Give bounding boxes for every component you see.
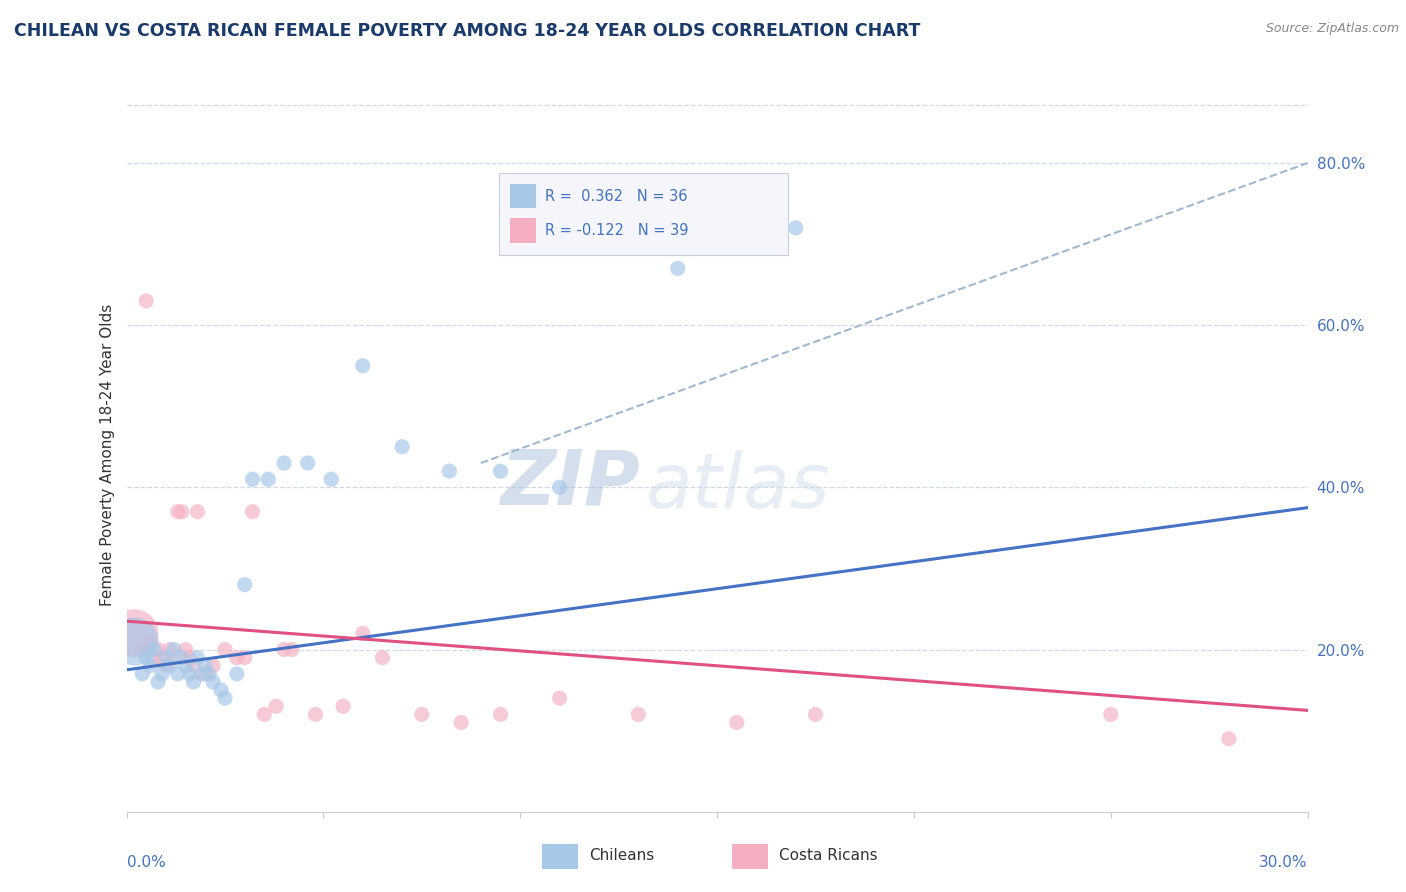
Text: Source: ZipAtlas.com: Source: ZipAtlas.com bbox=[1265, 22, 1399, 36]
Point bbox=[163, 650, 186, 665]
Bar bbox=[731, 844, 768, 870]
Point bbox=[1218, 731, 1240, 746]
Point bbox=[139, 658, 162, 673]
Point bbox=[135, 650, 157, 665]
Point bbox=[785, 220, 807, 235]
Point bbox=[194, 666, 217, 681]
Text: Costa Ricans: Costa Ricans bbox=[779, 848, 877, 863]
Point bbox=[273, 456, 295, 470]
Point bbox=[143, 650, 166, 665]
Point bbox=[666, 261, 689, 276]
Point bbox=[135, 293, 157, 308]
Point bbox=[186, 650, 208, 665]
Point bbox=[146, 642, 169, 657]
Point bbox=[124, 634, 146, 648]
Text: 30.0%: 30.0% bbox=[1260, 855, 1308, 870]
Point bbox=[174, 658, 197, 673]
Point bbox=[352, 359, 374, 373]
Point bbox=[273, 642, 295, 657]
Point bbox=[804, 707, 827, 722]
Point bbox=[166, 505, 188, 519]
Point bbox=[183, 658, 205, 673]
Point bbox=[242, 505, 264, 519]
Point bbox=[264, 699, 287, 714]
Point bbox=[1099, 707, 1122, 722]
Point bbox=[321, 472, 343, 486]
Point bbox=[166, 666, 188, 681]
Point bbox=[281, 642, 304, 657]
Point bbox=[202, 675, 225, 690]
Point bbox=[225, 650, 247, 665]
Point bbox=[242, 472, 264, 486]
Point bbox=[150, 650, 173, 665]
Point bbox=[174, 642, 197, 657]
Text: R =  0.362   N = 36: R = 0.362 N = 36 bbox=[546, 188, 688, 203]
Point bbox=[143, 642, 166, 657]
Point bbox=[194, 658, 217, 673]
Point bbox=[214, 691, 236, 706]
Text: atlas: atlas bbox=[647, 450, 831, 524]
Point bbox=[198, 666, 221, 681]
Point bbox=[627, 707, 650, 722]
Bar bbox=[510, 184, 536, 209]
Text: CHILEAN VS COSTA RICAN FEMALE POVERTY AMONG 18-24 YEAR OLDS CORRELATION CHART: CHILEAN VS COSTA RICAN FEMALE POVERTY AM… bbox=[14, 22, 921, 40]
Point bbox=[155, 650, 177, 665]
Point bbox=[179, 650, 201, 665]
Point bbox=[159, 642, 181, 657]
Point bbox=[411, 707, 433, 722]
Point bbox=[131, 666, 153, 681]
Point bbox=[725, 715, 748, 730]
Point bbox=[439, 464, 461, 478]
Point bbox=[146, 675, 169, 690]
Point bbox=[450, 715, 472, 730]
Text: R = -0.122   N = 39: R = -0.122 N = 39 bbox=[546, 223, 689, 238]
Text: Chileans: Chileans bbox=[589, 848, 654, 863]
Point bbox=[257, 472, 280, 486]
Point bbox=[202, 658, 225, 673]
Point bbox=[233, 650, 256, 665]
Point bbox=[391, 440, 413, 454]
Text: ZIP: ZIP bbox=[501, 447, 640, 520]
Point bbox=[489, 464, 512, 478]
Point bbox=[233, 577, 256, 591]
Point bbox=[297, 456, 319, 470]
Text: 0.0%: 0.0% bbox=[127, 855, 166, 870]
Point bbox=[548, 480, 571, 494]
Point bbox=[548, 691, 571, 706]
Point bbox=[139, 634, 162, 648]
Point bbox=[170, 650, 193, 665]
Point bbox=[253, 707, 276, 722]
Point bbox=[163, 642, 186, 657]
Point bbox=[131, 642, 153, 657]
Point bbox=[150, 666, 173, 681]
Point bbox=[332, 699, 354, 714]
Bar bbox=[510, 219, 536, 243]
Bar bbox=[541, 844, 578, 870]
Point bbox=[183, 675, 205, 690]
Point bbox=[170, 505, 193, 519]
Point bbox=[214, 642, 236, 657]
Point bbox=[489, 707, 512, 722]
Point bbox=[190, 666, 212, 681]
Point bbox=[304, 707, 326, 722]
Y-axis label: Female Poverty Among 18-24 Year Olds: Female Poverty Among 18-24 Year Olds bbox=[100, 304, 115, 606]
Point bbox=[352, 626, 374, 640]
Point bbox=[124, 626, 146, 640]
Point bbox=[186, 505, 208, 519]
Point bbox=[159, 658, 181, 673]
Point bbox=[225, 666, 247, 681]
Point bbox=[155, 658, 177, 673]
Point bbox=[209, 683, 232, 698]
Point bbox=[179, 666, 201, 681]
Point bbox=[371, 650, 394, 665]
